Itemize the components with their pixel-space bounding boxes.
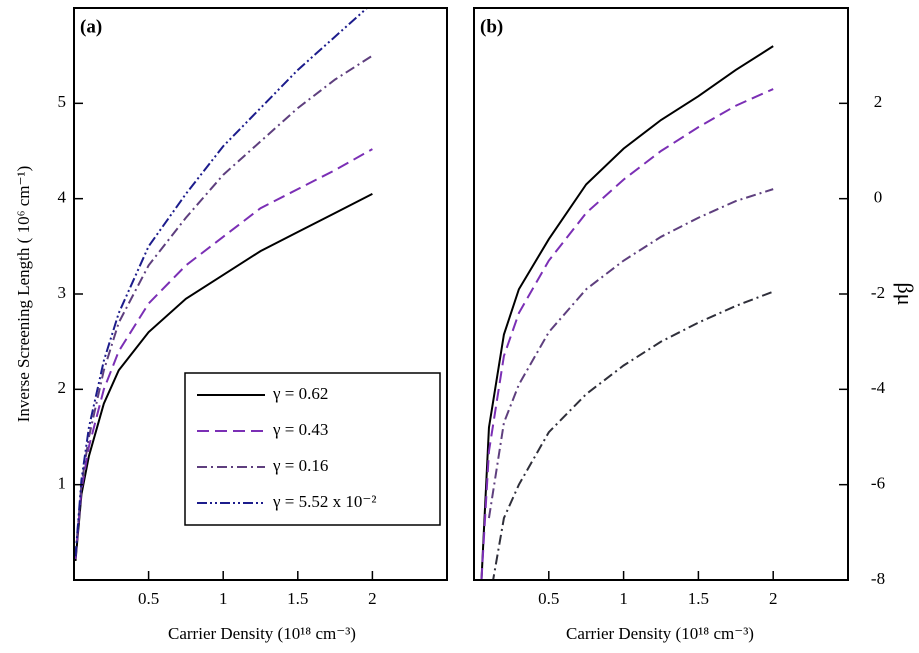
y-tick-label: 4 — [58, 188, 67, 207]
x-tick-label: 2 — [769, 589, 778, 608]
data-line — [492, 290, 774, 580]
y-tick-label: -4 — [871, 378, 886, 397]
y-tick-label: 5 — [58, 92, 67, 111]
plot-area — [480, 45, 774, 580]
plot-area — [74, 8, 373, 562]
legend-label: γ = 5.52 x 10⁻² — [272, 492, 376, 511]
x-tick-label: 0.5 — [538, 589, 559, 608]
legend-box — [184, 372, 441, 526]
y-tick-label: 1 — [58, 474, 67, 493]
x-tick-label: 0.5 — [138, 589, 159, 608]
data-line — [74, 193, 373, 562]
data-line — [487, 188, 774, 519]
x-tick-label: 2 — [368, 589, 377, 608]
y-tick-label: -8 — [871, 569, 885, 588]
y-tick-label: 2 — [58, 378, 67, 397]
x-axis-label: Carrier Density (10¹⁸ cm⁻³) — [168, 624, 356, 643]
data-line — [74, 148, 373, 560]
y-tick-label: 2 — [874, 92, 883, 111]
data-line — [74, 54, 373, 557]
y-tick-label: -6 — [871, 474, 885, 493]
x-tick-label: 1.5 — [287, 589, 308, 608]
legend-label: γ = 0.43 — [272, 420, 328, 439]
data-line — [480, 88, 774, 580]
x-axis-label: Carrier Density (10¹⁸ cm⁻³) — [566, 624, 754, 643]
y-tick-label: 3 — [58, 283, 67, 302]
legend-label: γ = 0.62 — [272, 384, 328, 403]
panel-label: (b) — [480, 16, 503, 37]
legend-label: γ = 0.16 — [272, 456, 328, 475]
y-tick-label: -2 — [871, 283, 885, 302]
y-axis-label: βμ — [893, 283, 918, 306]
panel-label: (a) — [80, 16, 102, 37]
x-tick-label: 1 — [219, 589, 228, 608]
y-axis-label: Inverse Screening Length ( 10⁶ cm⁻¹) — [14, 166, 33, 423]
x-tick-label: 1 — [619, 589, 628, 608]
x-tick-label: 1.5 — [688, 589, 709, 608]
y-tick-label: 0 — [874, 188, 883, 207]
data-line — [74, 8, 369, 557]
data-line — [480, 45, 774, 580]
